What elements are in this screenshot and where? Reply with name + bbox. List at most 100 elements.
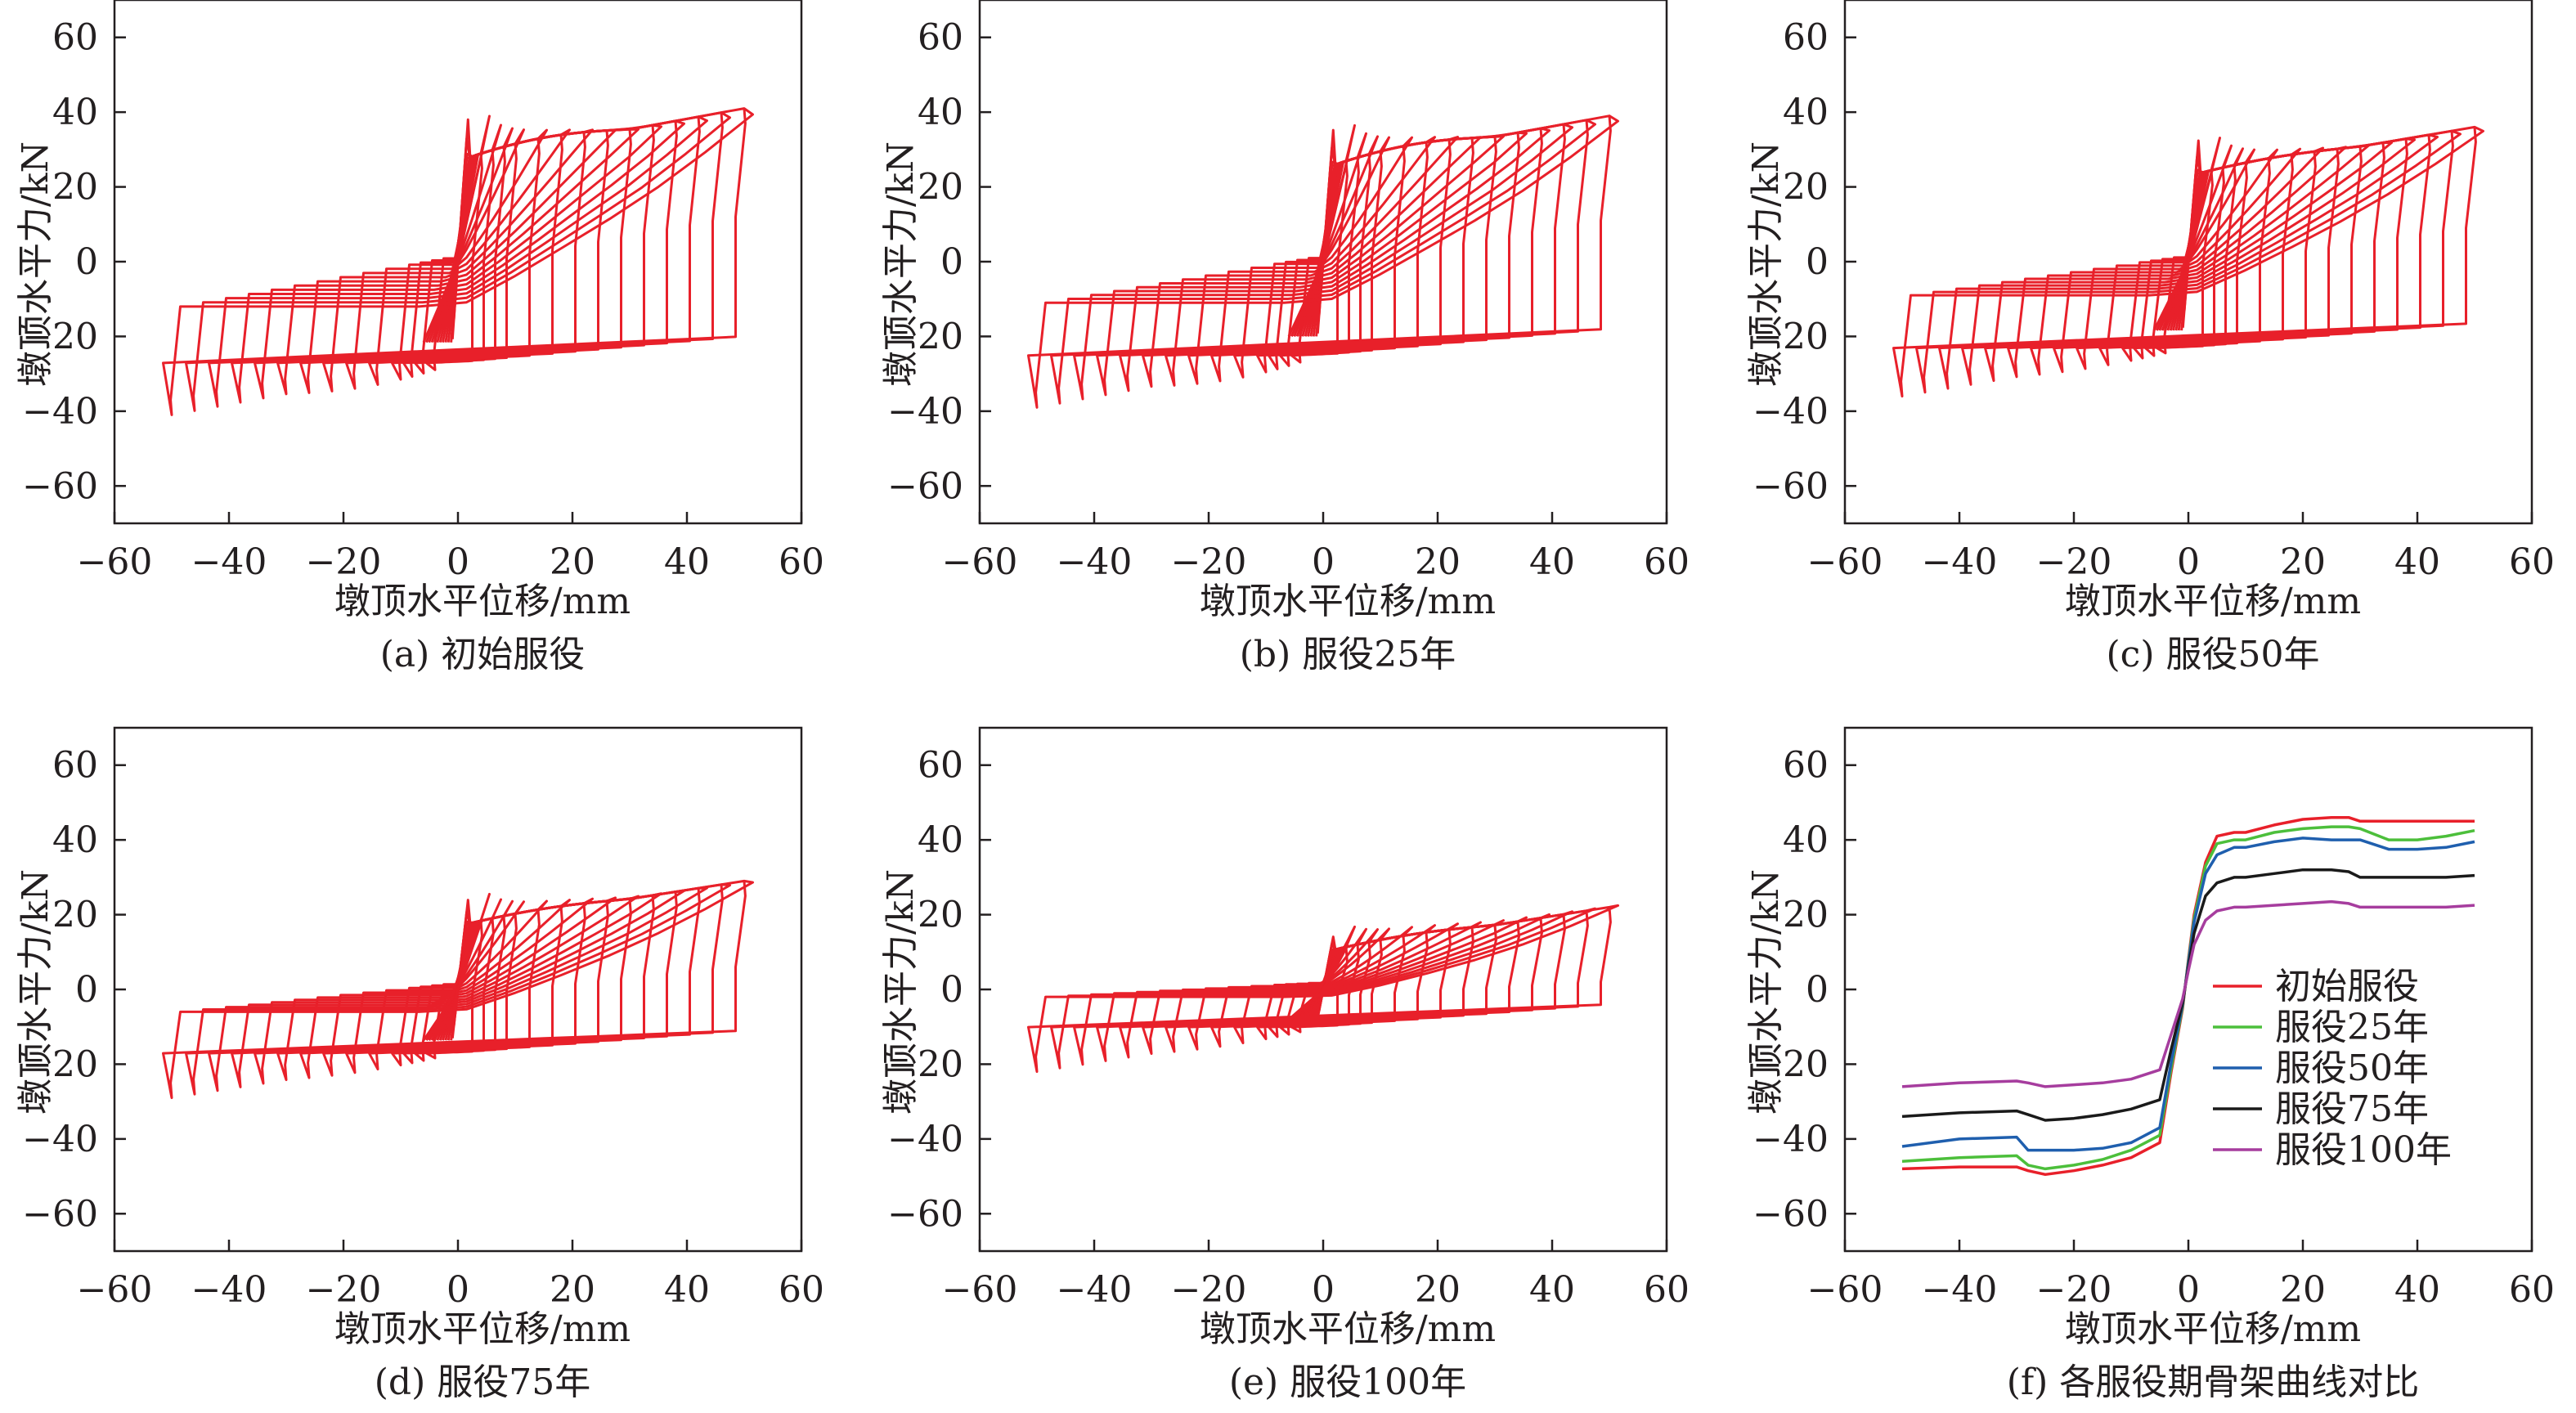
y-tick-label: −60 — [22, 465, 98, 507]
x-tick-label: −20 — [306, 541, 382, 583]
y-tick-label: −20 — [1752, 1043, 1829, 1085]
hysteresis-loop — [1892, 125, 2484, 398]
y-tick-label: 20 — [52, 895, 98, 936]
x-tick-label: −60 — [77, 1269, 153, 1311]
x-tick-label: 20 — [1415, 541, 1461, 583]
x-tick-label: 40 — [2394, 541, 2440, 583]
x-tick-label: 40 — [1529, 1269, 1575, 1311]
x-tick-label: −60 — [942, 1269, 1018, 1311]
y-tick-label: 40 — [1783, 92, 1829, 133]
x-tick-label: 60 — [1644, 1269, 1690, 1311]
x-tick-label: −60 — [1807, 1269, 1883, 1311]
y-tick-label: −40 — [887, 1119, 963, 1160]
y-tick-label: 60 — [918, 17, 963, 59]
x-tick-label: −40 — [1057, 1269, 1133, 1311]
x-tick-label: 60 — [779, 1269, 824, 1311]
y-tick-label: −60 — [1752, 1193, 1829, 1235]
y-tick-label: 60 — [918, 745, 963, 787]
y-tick-label: −40 — [22, 1119, 98, 1160]
x-axis-title: 墩顶水平位移/mm — [2065, 581, 2361, 622]
y-tick-label: 60 — [52, 17, 98, 59]
hysteresis-loop — [1027, 904, 1619, 1074]
panel-c: −60 −40 −20 0 20 40 60 60 40 20 0 −20 −40 −60 墩顶水平位移/… — [1745, 0, 2555, 675]
x-tick-label: 60 — [2509, 1269, 2555, 1311]
plot-frame — [1843, 726, 2533, 1253]
y-tick-label: 0 — [940, 241, 963, 283]
y-tick-label: 40 — [918, 92, 963, 133]
y-tick-label: 0 — [75, 241, 98, 283]
plot-area: −60 −40 −20 0 20 40 60 60 40 20 0 −20 −40 −60 初始服役服役25… — [1752, 726, 2555, 1311]
x-axis-title: 墩顶水平位移/mm — [1200, 1308, 1496, 1350]
panel-f: −60 −40 −20 0 20 40 60 60 40 20 0 −20 −40 −60 初始服役服役25… — [1745, 726, 2555, 1403]
panel-caption: (e) 服役100年 — [1229, 1361, 1466, 1403]
curves — [1892, 125, 2484, 398]
y-tick-label: −40 — [1752, 1119, 1829, 1160]
x-tick-label: 0 — [447, 1269, 469, 1311]
x-tick-label: −20 — [1171, 1269, 1247, 1311]
y-tick-label: 60 — [52, 745, 98, 787]
panel-caption: (f) 各服役期骨架曲线对比 — [2007, 1361, 2420, 1403]
x-axis-title: 墩顶水平位移/mm — [1200, 581, 1496, 622]
x-tick-label: −20 — [2036, 541, 2112, 583]
y-tick-label: 40 — [918, 819, 963, 861]
y-tick-label: −20 — [22, 316, 98, 357]
y-axis-title: 墩顶水平力/kN — [1745, 141, 1787, 387]
y-tick-label: −40 — [887, 391, 963, 433]
plot-area: −60 −40 −20 0 20 40 60 60 40 20 0 −20 −40 −60 — [887, 726, 1690, 1311]
y-tick-label: 20 — [1783, 167, 1829, 209]
legend-label: 服役50年 — [2275, 1047, 2429, 1089]
y-tick-label: −20 — [887, 1043, 963, 1085]
legend-label: 服役25年 — [2275, 1007, 2429, 1048]
x-tick-label: −60 — [1807, 541, 1883, 583]
x-axis-title: 墩顶水平位移/mm — [334, 1308, 631, 1350]
y-tick-label: 60 — [1783, 17, 1829, 59]
y-tick-label: −40 — [1752, 391, 1829, 433]
curves — [162, 879, 754, 1100]
y-tick-label: 0 — [75, 969, 98, 1011]
x-tick-label: 0 — [1312, 1269, 1335, 1311]
plot-area: −60 −40 −20 0 20 40 60 60 40 20 0 −20 −40 −60 — [1752, 0, 2555, 583]
x-axis-title: 墩顶水平位移/mm — [2065, 1308, 2361, 1350]
x-tick-label: −40 — [1057, 541, 1133, 583]
x-tick-label: 60 — [779, 541, 824, 583]
skeleton-curve-line — [1901, 899, 2475, 1088]
y-tick-label: −20 — [1752, 316, 1829, 357]
curves — [1027, 904, 1619, 1074]
x-tick-label: −20 — [2036, 1269, 2112, 1311]
legend-label: 服役75年 — [2275, 1088, 2429, 1130]
panel-caption: (a) 初始服役 — [380, 634, 586, 675]
x-tick-label: 0 — [1312, 541, 1335, 583]
y-tick-label: −60 — [887, 465, 963, 507]
x-axis-title: 墩顶水平位移/mm — [334, 581, 631, 622]
y-tick-label: 40 — [52, 92, 98, 133]
y-tick-label: −60 — [22, 1193, 98, 1235]
legend-label: 初始服役 — [2275, 966, 2419, 1007]
plot-area: −60 −40 −20 0 20 40 60 60 40 20 0 −20 −40 −60 — [887, 0, 1690, 583]
legend-label: 服役100年 — [2275, 1129, 2452, 1171]
panel-caption: (c) 服役50年 — [2107, 634, 2320, 675]
y-tick-label: 0 — [1806, 969, 1829, 1011]
y-axis-title: 墩顶水平力/kN — [15, 141, 56, 387]
hysteresis-loop — [162, 107, 754, 416]
x-tick-label: 20 — [550, 1269, 595, 1311]
x-tick-label: 0 — [2177, 1269, 2200, 1311]
panel-caption: (d) 服役75年 — [375, 1361, 590, 1403]
panel-a: −60 −40 −20 0 20 40 60 60 40 20 0 −20 −40 −60 墩顶水平位移/… — [15, 0, 824, 675]
y-tick-label: 20 — [918, 895, 963, 936]
x-tick-label: 40 — [2394, 1269, 2440, 1311]
y-tick-label: −40 — [22, 391, 98, 433]
x-tick-label: −60 — [77, 541, 153, 583]
y-tick-label: 0 — [940, 969, 963, 1011]
x-tick-label: 20 — [2280, 541, 2326, 583]
plot-area: −60 −40 −20 0 20 40 60 60 40 20 0 −20 −40 −60 — [22, 726, 824, 1311]
x-tick-label: 0 — [2177, 541, 2200, 583]
y-tick-label: −20 — [887, 316, 963, 357]
x-tick-label: 20 — [2280, 1269, 2326, 1311]
y-tick-label: 40 — [1783, 819, 1829, 861]
curves — [1901, 815, 2475, 1177]
x-tick-label: 40 — [664, 541, 710, 583]
y-tick-label: 20 — [52, 167, 98, 209]
y-tick-label: −60 — [887, 1193, 963, 1235]
